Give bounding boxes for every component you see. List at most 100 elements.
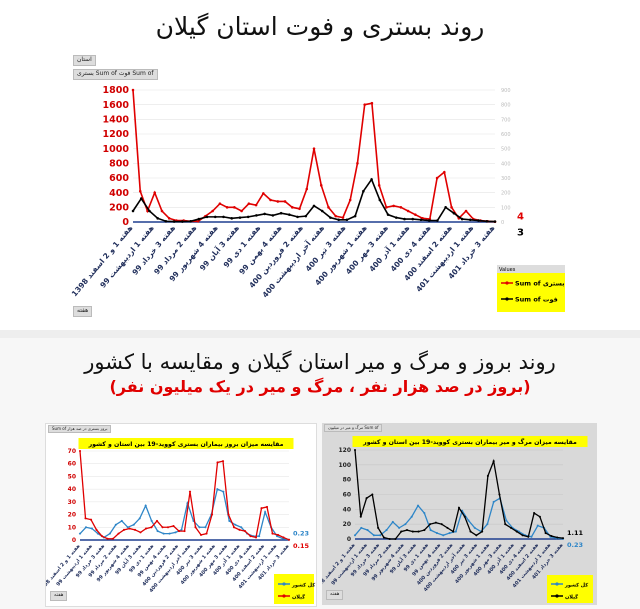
- series-line-1: [132, 177, 496, 223]
- data-point: [493, 220, 497, 223]
- data-point: [530, 535, 533, 538]
- data-point: [168, 532, 171, 535]
- data-point: [131, 88, 135, 92]
- end-value-label: 1.11: [567, 529, 584, 537]
- data-point: [161, 526, 164, 529]
- data-point: [371, 493, 374, 496]
- data-point: [467, 519, 470, 522]
- data-point: [486, 474, 489, 477]
- legend-marker: [282, 582, 286, 586]
- end-value-label: 4: [517, 212, 524, 223]
- legend-label: گیلان: [292, 594, 305, 601]
- data-point: [255, 214, 258, 217]
- data-point: [221, 460, 225, 463]
- data-point: [391, 520, 394, 523]
- data-point: [464, 209, 468, 213]
- data-point: [312, 204, 316, 208]
- data-point: [486, 523, 489, 526]
- data-point: [78, 532, 82, 535]
- data-point: [260, 507, 263, 510]
- data-point: [128, 527, 131, 530]
- end-value-label: 0.15: [293, 542, 310, 550]
- data-point: [410, 515, 413, 518]
- data-point: [271, 532, 274, 535]
- y-tick-label: 1800: [103, 85, 130, 96]
- y-tick-label: 120: [338, 447, 351, 454]
- chart-title: مقایسه میزان بروز بیماران بستری کووید-19…: [88, 441, 284, 448]
- filter-button[interactable]: استان: [73, 55, 96, 66]
- data-point: [283, 200, 287, 203]
- data-point: [189, 219, 192, 223]
- data-point: [213, 215, 217, 219]
- data-point: [544, 532, 547, 535]
- data-point: [538, 515, 541, 518]
- section-subtitle: (بروز در صد هزار نفر ، مرگ و میر در یک م…: [109, 377, 531, 396]
- axis-field-button[interactable]: هفته: [73, 306, 93, 317]
- data-point: [394, 216, 398, 219]
- data-point: [370, 101, 374, 105]
- data-point: [108, 532, 111, 535]
- value-fields-button[interactable]: Sum of فوت Sum of بستری: [73, 69, 158, 80]
- y2-tick-label: 400: [501, 161, 511, 167]
- data-point: [246, 215, 250, 219]
- data-point: [117, 532, 120, 535]
- series-line-1: [79, 450, 290, 541]
- data-point: [443, 170, 446, 174]
- data-point: [399, 206, 403, 209]
- data-point: [353, 214, 357, 218]
- data-point: [84, 517, 87, 520]
- data-point: [106, 537, 109, 540]
- y-tick-label: 800: [109, 159, 129, 170]
- data-point: [356, 162, 359, 165]
- data-point: [434, 521, 437, 524]
- data-point: [227, 513, 230, 516]
- data-point: [230, 217, 234, 220]
- data-point: [414, 213, 417, 216]
- legend-label: Sum of فوت: [515, 296, 558, 304]
- data-point: [177, 530, 181, 533]
- data-point: [411, 530, 414, 533]
- data-point: [155, 519, 159, 522]
- data-point: [222, 215, 225, 219]
- data-point: [265, 505, 269, 508]
- data-point: [360, 526, 363, 529]
- value-field-button[interactable]: بروز بستری در صد هزار Sum of: [48, 425, 112, 434]
- data-point: [276, 533, 280, 536]
- data-point: [521, 534, 524, 537]
- data-point: [473, 526, 476, 529]
- data-point: [460, 217, 464, 221]
- data-point: [386, 213, 390, 216]
- data-point: [304, 214, 308, 218]
- data-point: [199, 533, 203, 536]
- data-point: [345, 218, 349, 222]
- data-point: [469, 218, 472, 222]
- data-point: [288, 213, 291, 216]
- data-point: [550, 534, 553, 538]
- y-tick-label: 60: [343, 492, 351, 499]
- legend-marker: [505, 297, 509, 301]
- axis-field-button[interactable]: هفته: [326, 590, 344, 600]
- legend-label: کل کشور: [564, 583, 588, 589]
- data-point: [515, 530, 518, 533]
- data-point: [427, 219, 431, 222]
- data-point: [533, 512, 536, 515]
- incidence-chart: 0 10 20 30 40 50 60 70 هفته 1 و 2 اسفند 1398 هفته…: [46, 438, 315, 604]
- data-point: [276, 200, 280, 203]
- y2-tick-label: 300: [501, 176, 511, 182]
- axis-field-button[interactable]: هفته: [50, 591, 68, 601]
- data-point: [95, 528, 98, 531]
- data-point: [238, 216, 242, 219]
- data-point: [205, 532, 208, 535]
- y2-tick-label: 100: [501, 205, 511, 211]
- data-point: [222, 490, 225, 493]
- data-point: [100, 535, 104, 538]
- y-tick-label: 100: [338, 462, 351, 469]
- data-point: [240, 209, 243, 213]
- data-point: [353, 448, 357, 452]
- data-point: [435, 532, 438, 535]
- data-point: [131, 209, 135, 213]
- data-point: [174, 531, 177, 534]
- x-tick-label: هفته 1 و 2 اسفند 1398: [46, 543, 82, 593]
- data-point: [138, 517, 141, 520]
- value-field-button[interactable]: Sum of مرگ و میر در میلیون: [324, 424, 383, 433]
